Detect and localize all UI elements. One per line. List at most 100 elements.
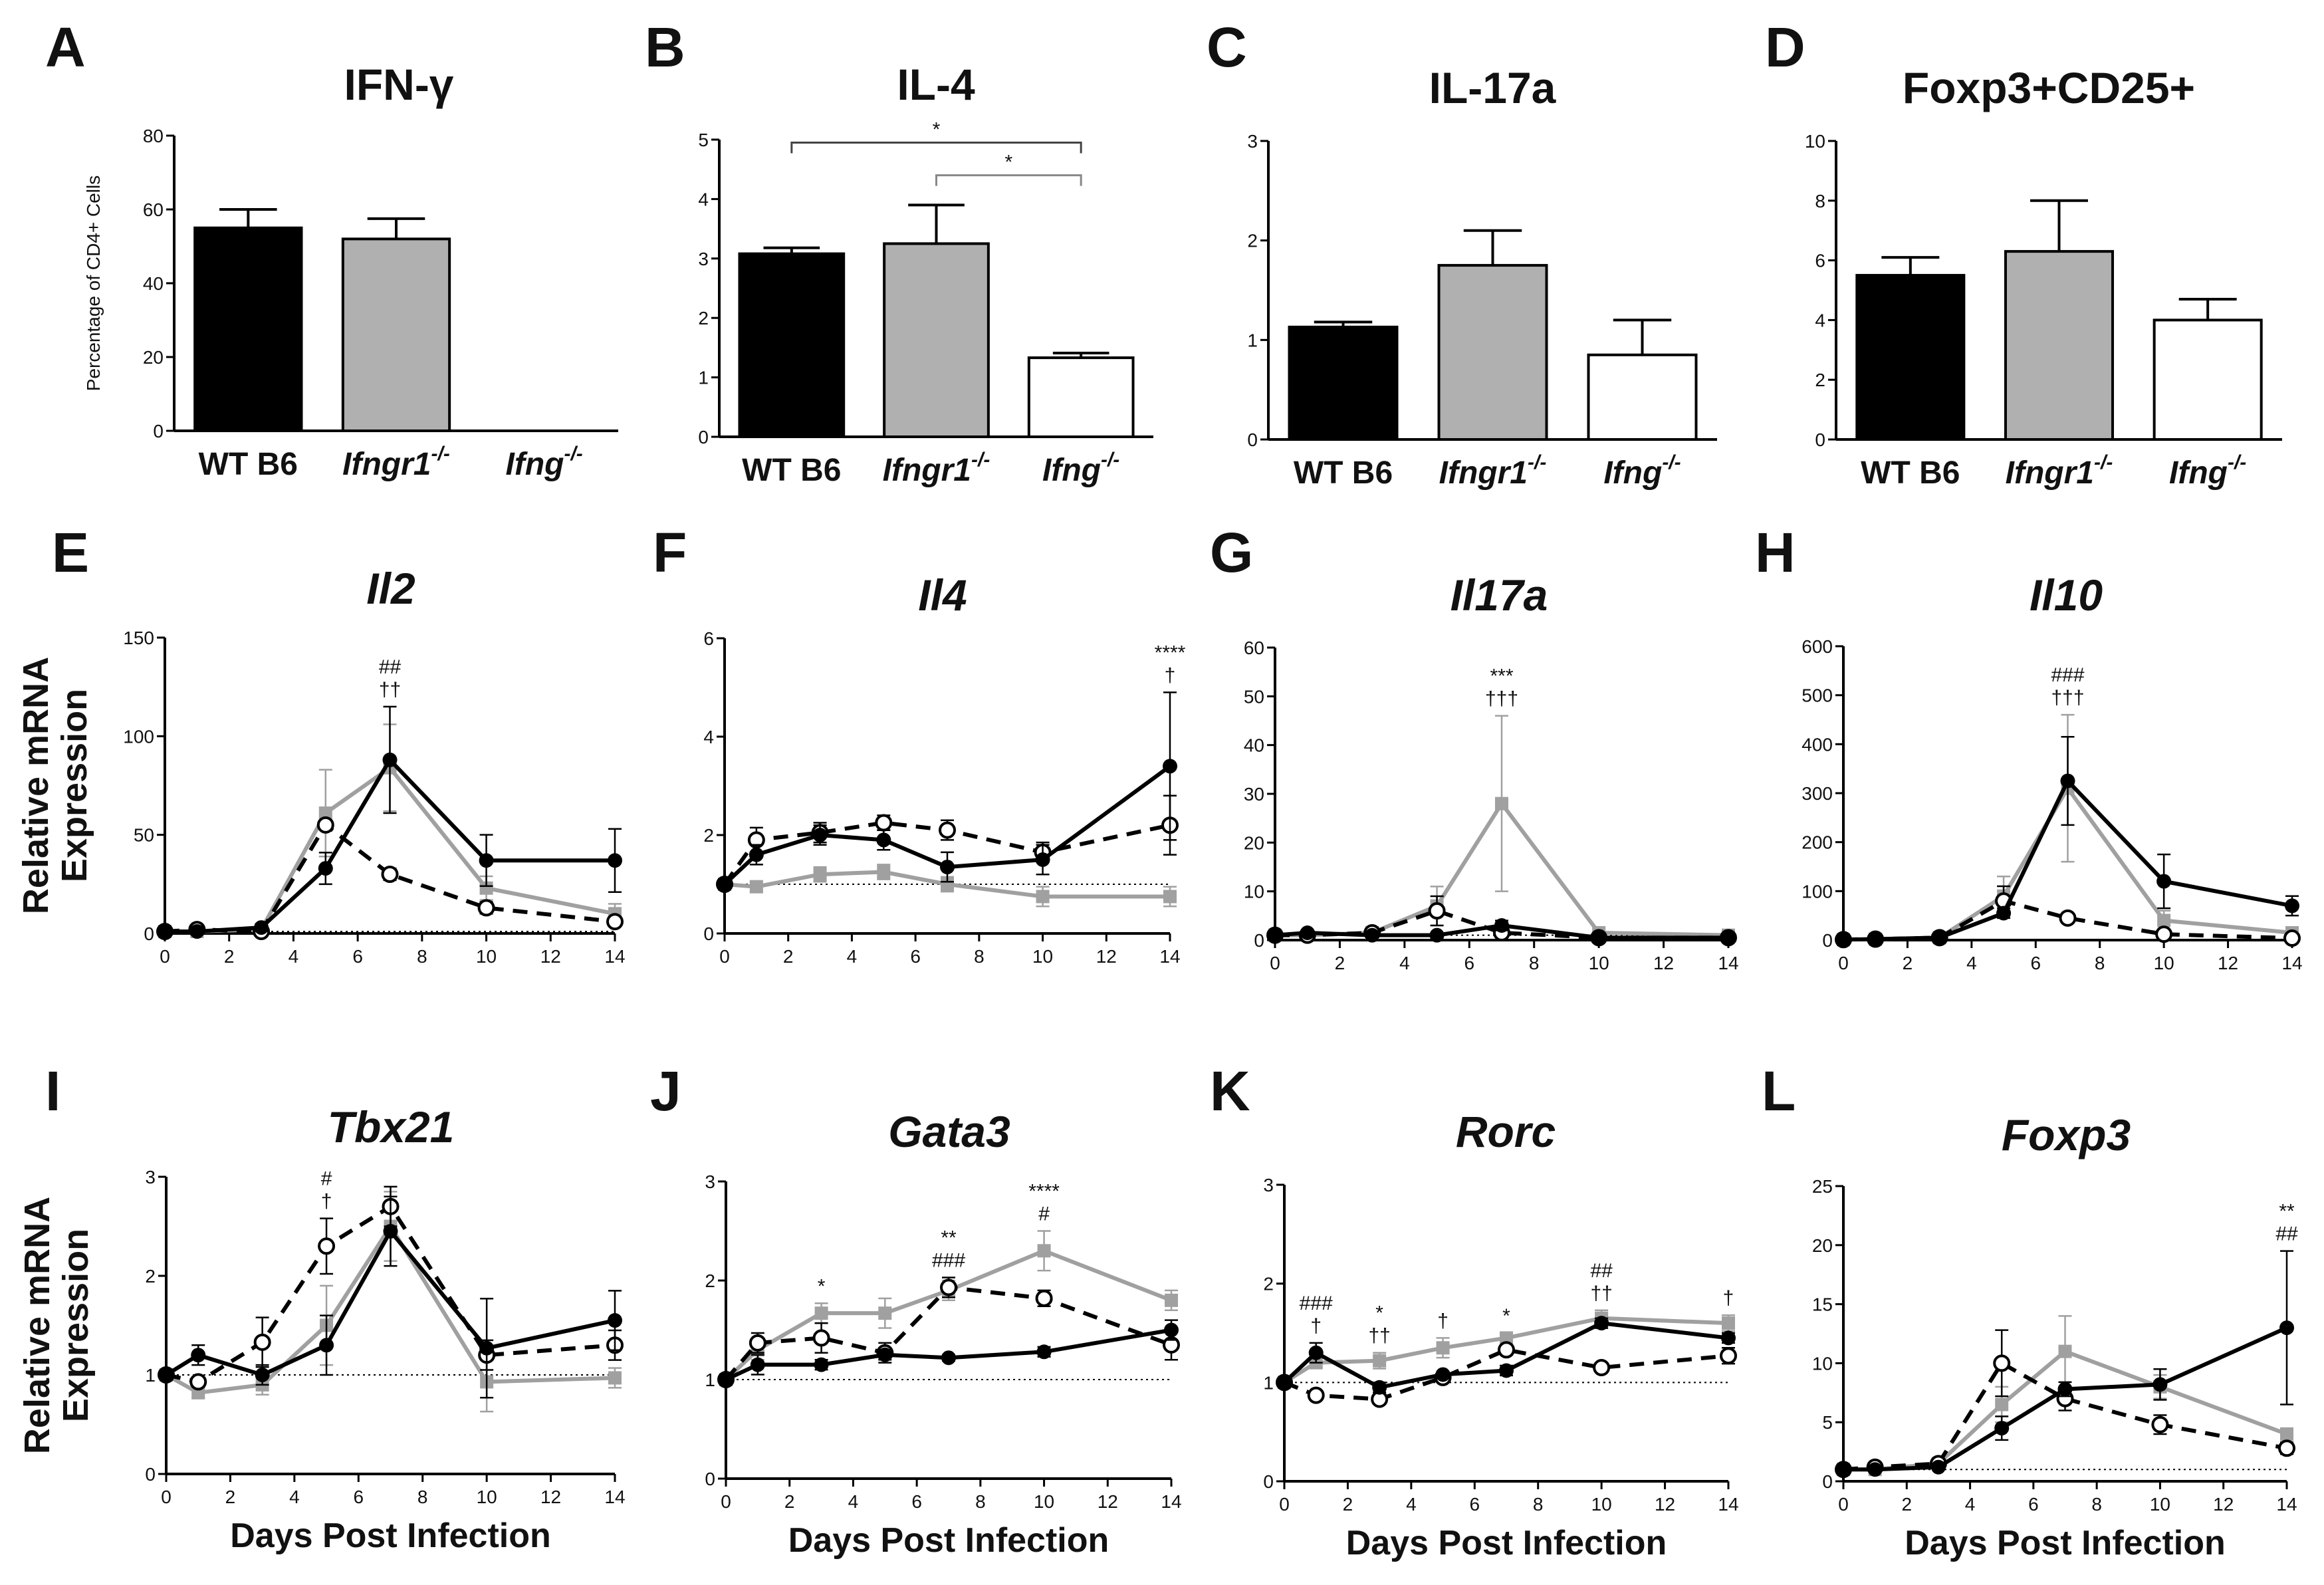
x-tick-label: 10 [2154, 953, 2174, 973]
panel-title: Foxp3+CD25+ [1903, 63, 2195, 112]
x-tick-label: 8 [1529, 953, 1540, 973]
series-wt-b6 [159, 1195, 622, 1399]
x-tick-label: 10 [476, 946, 497, 967]
x-tick-label: 2 [1901, 1494, 1912, 1515]
data-point [1995, 1398, 2009, 1411]
y-tick-label: 2 [1247, 231, 1258, 251]
x-tick-label: 8 [974, 946, 985, 967]
panel-label: I [45, 1060, 60, 1122]
panel-title: Il2 [366, 564, 415, 613]
y-tick-label: 2 [145, 1266, 156, 1286]
panel-label: C [1207, 16, 1247, 78]
data-point [479, 881, 493, 895]
data-point [608, 1313, 622, 1328]
x-tick-label: 6 [352, 946, 363, 967]
bar-2 [341, 237, 451, 432]
data-point [2058, 1344, 2072, 1358]
x-tick-label: 0 [1270, 953, 1280, 973]
y-tick-label: 6 [1815, 251, 1825, 271]
data-point [2285, 898, 2299, 914]
y-tick-label: 300 [1801, 783, 1833, 804]
category-label: Ifngr1-/- [2006, 451, 2113, 491]
data-point [875, 814, 893, 832]
category-label: Ifngr1-/- [342, 443, 450, 482]
data-point [1277, 1375, 1292, 1390]
series-wt-b6 [1836, 1250, 2294, 1477]
x-tick-label: 6 [353, 1487, 364, 1507]
x-axis-label: Days Post Infection [1346, 1524, 1667, 1562]
y-tick-label: 2 [705, 1271, 715, 1291]
data-point [2157, 914, 2171, 927]
x-tick-label: 4 [1965, 1494, 1976, 1515]
data-point [1499, 1363, 1514, 1378]
significance-mark: ††† [2051, 687, 2084, 709]
data-point [878, 1306, 892, 1320]
bar-3 [1587, 353, 1698, 441]
y-tick-label: 500 [1801, 685, 1833, 706]
data-point [1436, 1341, 1450, 1355]
y-tick-label: 200 [1801, 832, 1833, 853]
bar-2 [1437, 264, 1548, 441]
significance-mark: ## [2275, 1223, 2298, 1245]
y-axis-label: Percentage of CD4+ Cells [83, 176, 104, 392]
x-tick-label: 0 [1838, 1494, 1849, 1515]
series-wt-b6 [719, 1319, 1179, 1387]
y-tick-label: 15 [1812, 1294, 1833, 1315]
y-tick-label: 25 [1812, 1176, 1833, 1197]
y-tick-label: 100 [1801, 881, 1833, 902]
y-tick-label: 40 [1244, 735, 1264, 756]
data-point [382, 752, 398, 767]
y-tick-label: 2 [1815, 370, 1825, 390]
significance-mark: * [1502, 1305, 1510, 1327]
data-point [2278, 1439, 2295, 1457]
panel-title: Il10 [2030, 570, 2103, 620]
data-point [749, 880, 763, 894]
x-tick-label: 14 [1718, 953, 1738, 973]
data-point [158, 924, 172, 939]
y-tick-label: 50 [1244, 686, 1264, 707]
data-point [319, 1338, 334, 1353]
y-tick-label: 3 [1263, 1175, 1274, 1195]
data-point [159, 1368, 174, 1382]
x-tick-label: 6 [1464, 953, 1474, 973]
data-point [2152, 1377, 2168, 1392]
y-tick-label: 3 [705, 1171, 715, 1192]
data-point [877, 1347, 893, 1362]
x-tick-label: 0 [160, 946, 170, 967]
bar-1 [193, 226, 303, 432]
x-tick-label: 0 [161, 1487, 172, 1507]
data-point [813, 868, 827, 882]
y-tick-label: 2 [698, 308, 709, 328]
bar-3 [2152, 318, 2263, 441]
category-label: Ifng-/- [2169, 451, 2246, 491]
significance-mark: † [1310, 1315, 1322, 1337]
panel-label: F [653, 521, 687, 584]
data-point [1593, 1359, 1611, 1377]
data-point [1037, 1244, 1051, 1258]
series-wt-b6 [158, 705, 622, 939]
panel-label: G [1210, 521, 1253, 584]
data-point [876, 832, 891, 848]
panel-L: L Foxp3 0 5 10 15 20 25 0 2 4 6 8 10 12 14 Days Post Inf… [1762, 1060, 2298, 1562]
panel-title: Foxp3 [2002, 1110, 2131, 1159]
significance-mark: ## [379, 656, 402, 678]
y-tick-label: 0 [705, 1469, 715, 1489]
data-point [383, 1223, 398, 1239]
data-point [749, 1334, 766, 1352]
x-tick-label: 12 [1655, 1494, 1675, 1515]
y-tick-label: 3 [1247, 131, 1258, 152]
panel-label: H [1755, 521, 1796, 584]
bar-3 [1027, 356, 1135, 439]
data-point [941, 878, 954, 891]
data-point [477, 899, 495, 917]
x-tick-label: 2 [1335, 953, 1345, 973]
y-tick-label: 4 [1815, 310, 1825, 330]
data-point [1308, 1345, 1324, 1360]
data-point [608, 853, 622, 868]
x-tick-label: 2 [784, 1491, 795, 1512]
data-point [191, 1348, 206, 1363]
y-tick-label: 100 [123, 726, 154, 747]
significance-mark: ## [1590, 1260, 1613, 1282]
category-label: WT B6 [742, 453, 841, 488]
